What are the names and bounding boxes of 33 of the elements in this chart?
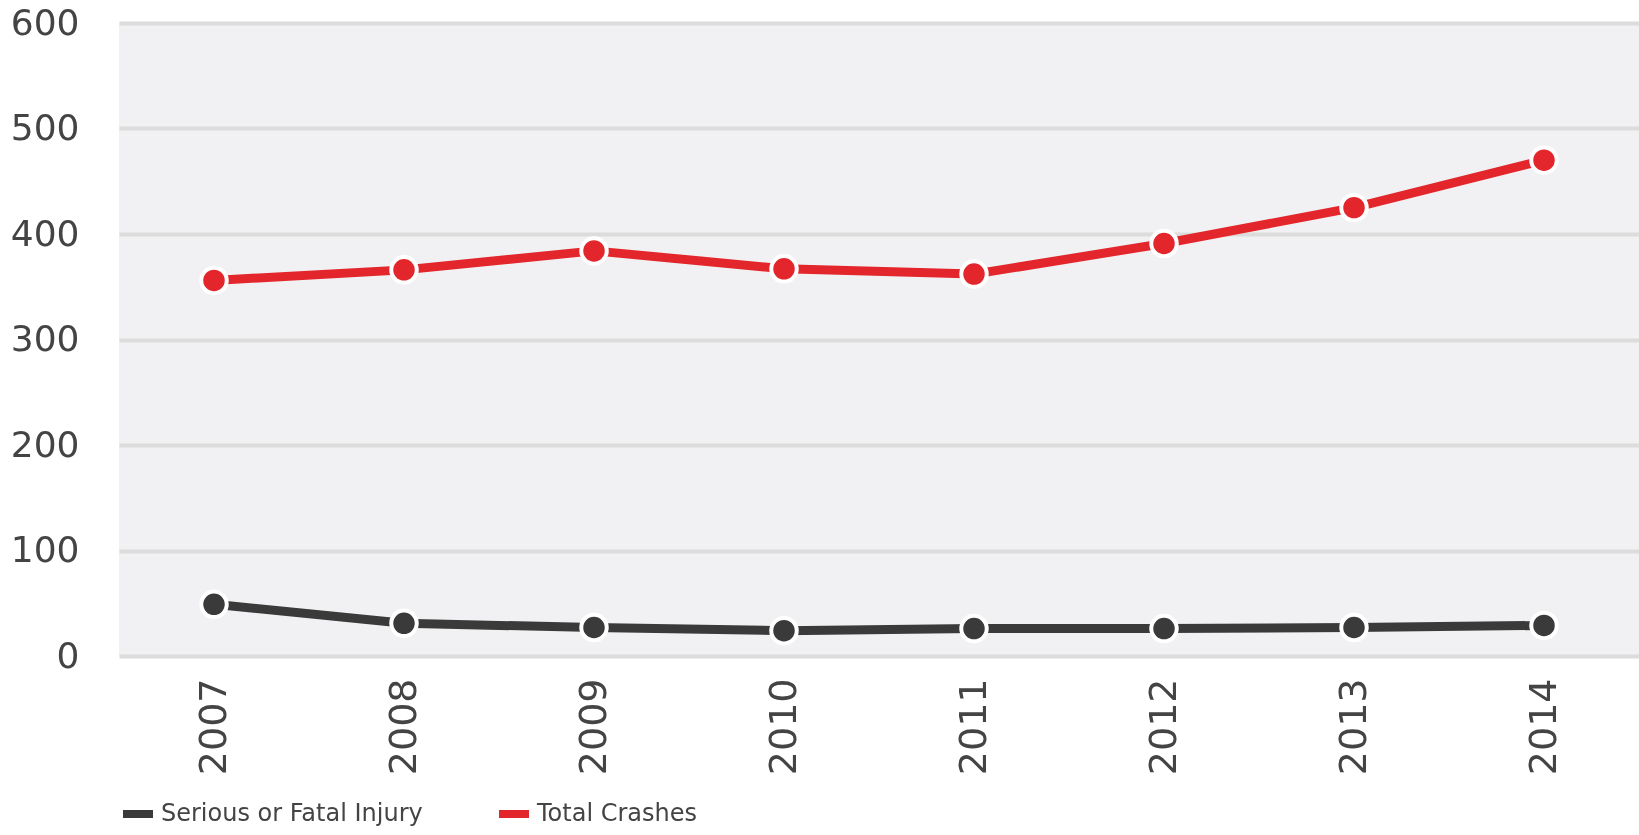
x-tick-label: 2012 [1140,678,1185,776]
y-tick-label: 100 [10,529,80,570]
point [579,236,609,266]
point [199,589,229,620]
x-tick-label: 2013 [1330,678,1375,776]
point [389,255,419,285]
point [769,254,799,284]
point [959,613,989,644]
x-tick-label: 2009 [570,678,615,776]
y-tick-label: 400 [10,212,80,254]
point [199,265,229,296]
x-tick-label: 2014 [1520,678,1565,776]
point [1529,145,1559,175]
x-tick-label: 2010 [760,678,805,776]
point [579,612,609,643]
x-tick-label: 2008 [380,678,425,776]
legend-label: Total Crashes [536,799,697,827]
y-tick-label: 200 [10,423,80,465]
y-tick-label: 500 [10,107,80,148]
point [389,608,419,639]
point [1339,192,1369,223]
point [1339,612,1369,643]
x-tick-label: 2011 [950,678,995,776]
point [959,259,989,289]
point [1149,228,1179,259]
point [769,615,799,646]
legend-label: Serious or Fatal Injury [161,799,423,827]
x-tick-label: 2007 [190,678,235,776]
point [1149,613,1179,644]
y-tick-label: 0 [56,634,80,676]
point [1529,610,1559,641]
y-tick-label: 600 [10,1,80,43]
y-tick-label: 300 [10,318,80,359]
